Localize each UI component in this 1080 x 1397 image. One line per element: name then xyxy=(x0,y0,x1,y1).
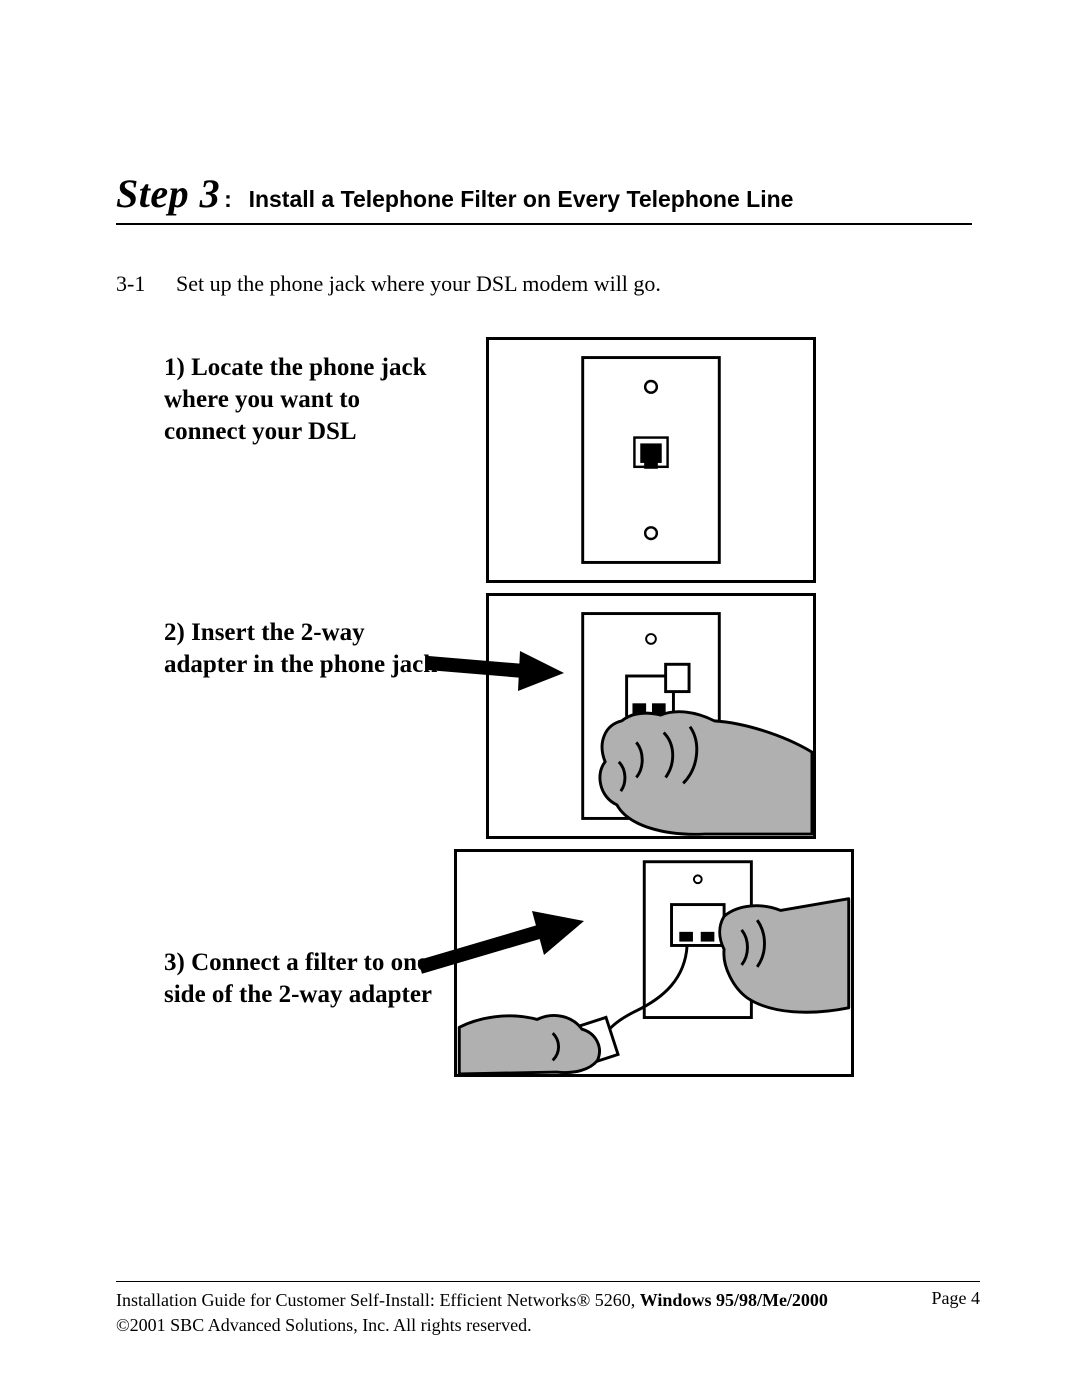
footer-line1-a: Installation Guide for Customer Self-Ins… xyxy=(116,1290,640,1310)
instruction-number: 3-1 xyxy=(116,271,176,297)
illustration-connect-filter xyxy=(454,849,854,1077)
illustration-insert-adapter xyxy=(486,593,816,839)
footer-line2: ©2001 SBC Advanced Solutions, Inc. All r… xyxy=(116,1313,828,1337)
content-area: 1) Locate the phone jack where you want … xyxy=(116,337,972,1077)
illustration-wall-plate xyxy=(486,337,816,583)
step-heading: Step 3 : Install a Telephone Filter on E… xyxy=(116,170,972,225)
step-colon: : xyxy=(224,186,232,212)
step-title-text: Install a Telephone Filter on Every Tele… xyxy=(249,186,794,212)
wall-plate-icon xyxy=(489,340,813,580)
step1-text: 1) Locate the phone jack where you want … xyxy=(164,352,444,448)
step-title: Install a Telephone Filter on Every Tele… xyxy=(236,186,794,212)
page-footer: Installation Guide for Customer Self-Ins… xyxy=(116,1281,980,1337)
instruction-row: 3-1 Set up the phone jack where your DSL… xyxy=(116,271,972,297)
footer-page-number: Page 4 xyxy=(912,1288,981,1337)
insert-adapter-icon xyxy=(489,596,813,836)
page: Step 3 : Install a Telephone Filter on E… xyxy=(0,0,1080,1397)
instruction-text: Set up the phone jack where your DSL mod… xyxy=(176,271,972,297)
footer-line1-b: Windows 95/98/Me/2000 xyxy=(640,1290,828,1310)
step3-text: 3) Connect a filter to one side of the 2… xyxy=(164,947,444,1011)
footer-line1: Installation Guide for Customer Self-Ins… xyxy=(116,1288,828,1312)
footer-left: Installation Guide for Customer Self-Ins… xyxy=(116,1288,828,1337)
connect-filter-icon xyxy=(457,852,851,1074)
step-label: Step 3 xyxy=(116,171,220,216)
step2-text: 2) Insert the 2-way adapter in the phone… xyxy=(164,617,444,681)
